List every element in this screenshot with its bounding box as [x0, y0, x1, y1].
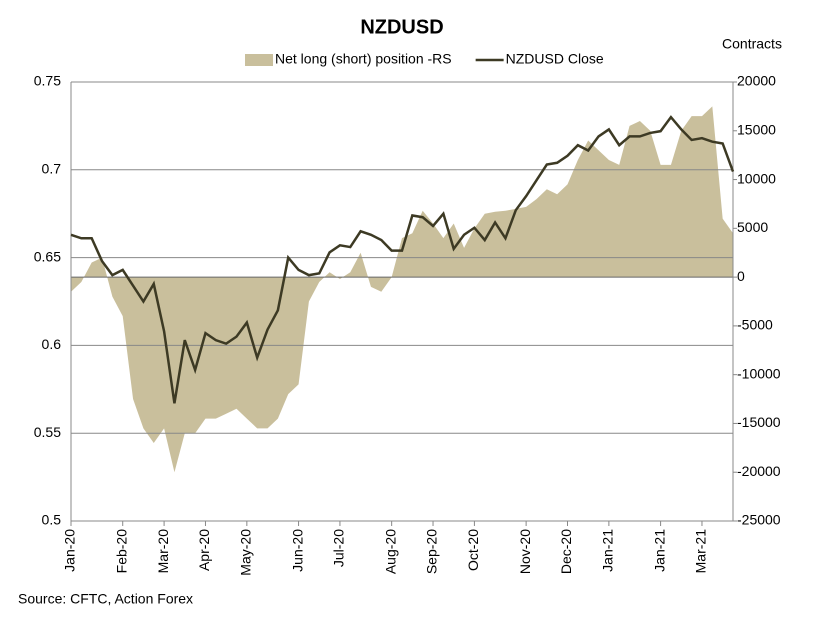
y2-tick-label: -20000	[737, 463, 781, 479]
x-tick-label: May-20	[238, 529, 254, 576]
x-tick-label: Jul-20	[331, 529, 347, 567]
y2-tick-label: 5000	[737, 219, 768, 235]
source: Source: CFTC, Action Forex	[18, 591, 193, 607]
line	[70, 115, 735, 404]
y-tick-label: 0.55	[34, 424, 61, 440]
y2-tick-label: 20000	[737, 73, 776, 89]
chart-title: NZDUSD	[360, 16, 443, 38]
x-tick-label: Oct-20	[465, 529, 481, 571]
x-tick-label: Sep-20	[424, 529, 440, 574]
y-tick-label: 0.75	[34, 73, 61, 89]
legend-swatch	[245, 54, 273, 66]
x-tick-label: Jun-20	[289, 529, 305, 572]
legend-label: NZDUSD Close	[506, 51, 604, 67]
y2-tick-label: -10000	[737, 365, 781, 381]
x-tick-label: Feb-20	[113, 529, 129, 574]
y2-tick-label: 15000	[737, 121, 776, 137]
x-tick-label: Mar-20	[155, 529, 171, 574]
y2-tick-label: -25000	[737, 512, 781, 528]
x-tick-label: Aug-20	[382, 529, 398, 574]
y2-tick-label: 0	[737, 268, 745, 284]
y2-tick-label: 10000	[737, 170, 776, 186]
x-tick-label: Apr-20	[196, 529, 212, 571]
y-tick-label: 0.6	[42, 336, 62, 352]
x-tick-label: Mar-21	[693, 529, 709, 574]
y-tick-label: 0.7	[42, 161, 62, 177]
x-tick-label: Jan-21	[651, 529, 667, 572]
y2-tick-label: -15000	[737, 414, 781, 430]
area	[71, 106, 733, 473]
y2-axis-label: Contracts	[722, 36, 782, 52]
x-tick-label: Nov-20	[517, 529, 533, 574]
x-tick-label: Jan-20	[62, 529, 78, 572]
x-tick-label: Dec-20	[558, 529, 574, 574]
legend-label: Net long (short) position -RS	[275, 51, 452, 67]
y-tick-label: 0.65	[34, 248, 61, 264]
y2-tick-label: -5000	[737, 317, 773, 333]
y-tick-label: 0.5	[42, 512, 62, 528]
x-tick-label: Jan-21	[600, 529, 616, 572]
